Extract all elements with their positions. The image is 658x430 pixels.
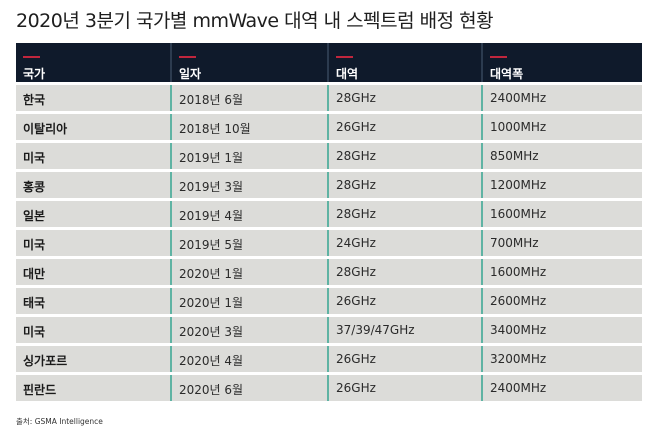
cell-country: 홍콩 bbox=[16, 172, 172, 198]
table-row: 일본 2019년 4월 28GHz 1600MHz bbox=[16, 201, 642, 227]
header-accent-line bbox=[23, 56, 40, 58]
cell-date: 2020년 6월 bbox=[172, 375, 329, 401]
cell-country: 미국 bbox=[16, 143, 172, 169]
cell-bandwidth: 2600MHz bbox=[490, 294, 547, 308]
table-row: 핀란드 2020년 6월 26GHz 2400MHz bbox=[16, 375, 642, 401]
table-header: 국가 일자 대역 대역폭 bbox=[16, 43, 642, 82]
header-accent-line bbox=[490, 56, 507, 58]
header-date: 일자 bbox=[172, 43, 329, 82]
cell-country: 핀란드 bbox=[16, 375, 172, 401]
cell-country: 태국 bbox=[16, 288, 172, 314]
cell-country: 이탈리아 bbox=[16, 114, 172, 140]
cell-date: 2019년 4월 bbox=[172, 201, 329, 227]
cell-date: 2020년 3월 bbox=[172, 317, 329, 343]
cell-band: 37/39/47GHz bbox=[329, 317, 483, 343]
cell-bandwidth: 700MHz bbox=[490, 236, 539, 250]
header-accent-line bbox=[336, 56, 353, 58]
cell-bandwidth: 1000MHz bbox=[490, 120, 547, 134]
header-country: 국가 bbox=[16, 43, 172, 82]
cell-band: 28GHz bbox=[329, 143, 483, 169]
header-band: 대역 bbox=[329, 43, 483, 82]
cell-date: 2020년 1월 bbox=[172, 288, 329, 314]
cell-country: 미국 bbox=[16, 230, 172, 256]
cell-date: 2018년 6월 bbox=[172, 85, 329, 111]
table-row: 한국 2018년 6월 28GHz 2400MHz bbox=[16, 85, 642, 111]
cell-bandwidth: 2400MHz bbox=[490, 381, 547, 395]
table-row: 미국 2020년 3월 37/39/47GHz 3400MHz bbox=[16, 317, 642, 343]
cell-band: 28GHz bbox=[329, 172, 483, 198]
table-row: 태국 2020년 1월 26GHz 2600MHz bbox=[16, 288, 642, 314]
table-row: 대만 2020년 1월 28GHz 1600MHz bbox=[16, 259, 642, 285]
cell-band: 28GHz bbox=[329, 259, 483, 285]
cell-band: 26GHz bbox=[329, 375, 483, 401]
cell-bandwidth: 850MHz bbox=[490, 149, 539, 163]
source-footnote: 출처: GSMA Intelligence bbox=[16, 417, 103, 426]
page-title: 2020년 3분기 국가별 mmWave 대역 내 스펙트럼 배정 현황 bbox=[16, 10, 494, 32]
cell-country: 미국 bbox=[16, 317, 172, 343]
table-row: 홍콩 2019년 3월 28GHz 1200MHz bbox=[16, 172, 642, 198]
header-accent-line bbox=[179, 56, 196, 58]
cell-country: 대만 bbox=[16, 259, 172, 285]
cell-band: 26GHz bbox=[329, 346, 483, 372]
spectrum-table: 국가 일자 대역 대역폭 한국 2018년 6월 28GHz 2400MHz 이탈리아 2… bbox=[16, 43, 642, 401]
cell-date: 2018년 10월 bbox=[172, 114, 329, 140]
cell-bandwidth: 3200MHz bbox=[490, 352, 547, 366]
cell-band: 26GHz bbox=[329, 288, 483, 314]
header-bandwidth: 대역폭 bbox=[483, 43, 642, 82]
cell-date: 2019년 3월 bbox=[172, 172, 329, 198]
cell-band: 28GHz bbox=[329, 201, 483, 227]
cell-date: 2020년 4월 bbox=[172, 346, 329, 372]
cell-bandwidth: 1600MHz bbox=[490, 265, 547, 279]
cell-bandwidth: 1600MHz bbox=[490, 207, 547, 221]
table-row: 미국 2019년 5월 24GHz 700MHz bbox=[16, 230, 642, 256]
table-body: 한국 2018년 6월 28GHz 2400MHz 이탈리아 2018년 10월 26GHz… bbox=[16, 85, 642, 401]
cell-bandwidth: 2400MHz bbox=[490, 91, 547, 105]
cell-country: 한국 bbox=[16, 85, 172, 111]
cell-country: 싱가포르 bbox=[16, 346, 172, 372]
table-row: 싱가포르 2020년 4월 26GHz 3200MHz bbox=[16, 346, 642, 372]
cell-country: 일본 bbox=[16, 201, 172, 227]
cell-date: 2019년 1월 bbox=[172, 143, 329, 169]
cell-bandwidth: 3400MHz bbox=[490, 323, 547, 337]
cell-bandwidth: 1200MHz bbox=[490, 178, 547, 192]
table-row: 미국 2019년 1월 28GHz 850MHz bbox=[16, 143, 642, 169]
cell-date: 2019년 5월 bbox=[172, 230, 329, 256]
cell-band: 28GHz bbox=[329, 85, 483, 111]
cell-band: 24GHz bbox=[329, 230, 483, 256]
cell-date: 2020년 1월 bbox=[172, 259, 329, 285]
table-row: 이탈리아 2018년 10월 26GHz 1000MHz bbox=[16, 114, 642, 140]
cell-band: 26GHz bbox=[329, 114, 483, 140]
